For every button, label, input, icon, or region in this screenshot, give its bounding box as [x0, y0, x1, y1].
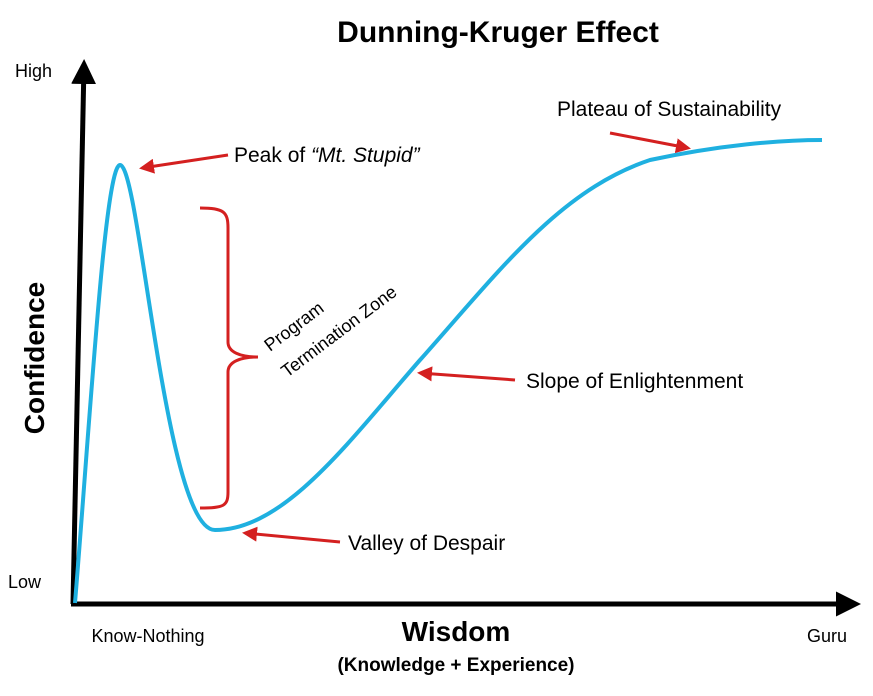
y-low: Low: [8, 572, 42, 592]
annotation: Slope of Enlightenment: [526, 370, 743, 393]
annotation: Peak of “Mt. Stupid”: [234, 144, 421, 167]
x-start: Know-Nothing: [91, 626, 204, 646]
peak-emphasis: “Mt. Stupid”: [311, 144, 421, 167]
x-sublabel: (Knowledge + Experience): [337, 655, 574, 676]
annotation: Valley of Despair: [348, 532, 505, 555]
y-high: High: [15, 61, 52, 81]
curve: [73, 138, 823, 604]
peak-text: Peak of: [234, 144, 311, 167]
y-label: Confidence: [19, 282, 50, 434]
annotation: Plateau of Sustainability: [557, 98, 782, 121]
arrow: [242, 526, 341, 544]
title: Dunning-Kruger Effect: [337, 16, 659, 49]
bracket: [199, 206, 259, 510]
y-axis: [70, 59, 97, 605]
arrow: [417, 366, 516, 382]
x-end: Guru: [807, 626, 847, 646]
x-label: Wisdom: [402, 616, 511, 647]
arrow: [609, 131, 691, 154]
arrow: [139, 153, 229, 174]
